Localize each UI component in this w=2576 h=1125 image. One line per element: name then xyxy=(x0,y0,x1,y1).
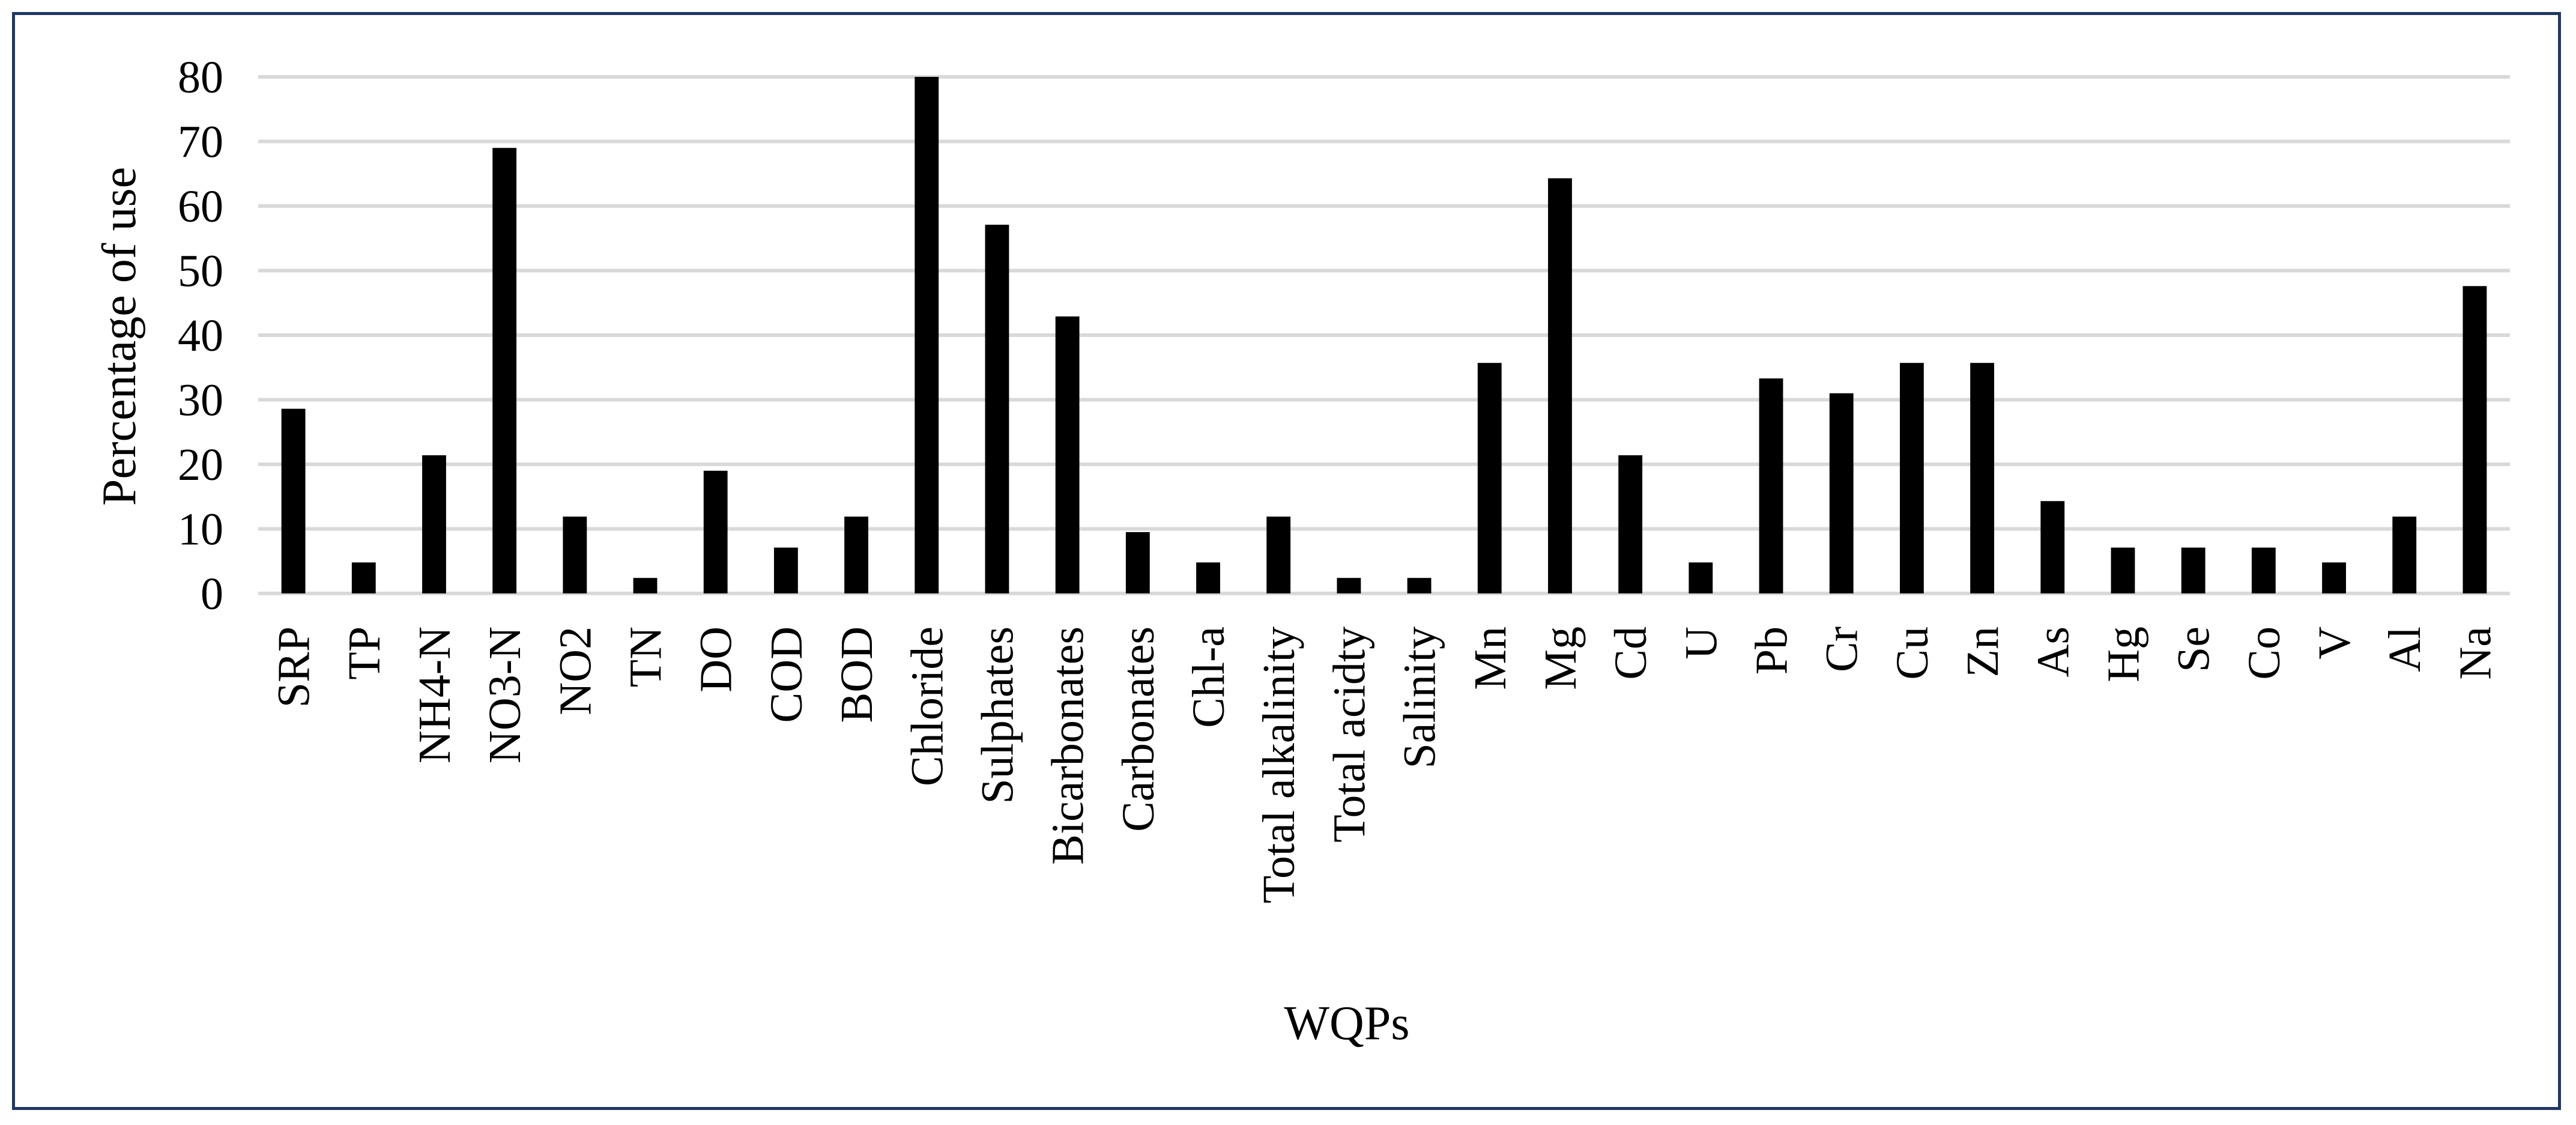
bar-mg xyxy=(1548,178,1572,593)
y-tick-labels: 0 10 20 30 40 50 60 70 80 xyxy=(178,52,223,619)
bar-na xyxy=(2463,286,2487,593)
bar-se xyxy=(2181,547,2206,593)
x-category-label: Chl-a xyxy=(1184,626,1234,728)
y-tick-label: 80 xyxy=(178,52,223,103)
bar-cd xyxy=(1618,455,1643,593)
bar-cu xyxy=(1899,363,1924,593)
y-tick-label: 70 xyxy=(178,117,223,168)
bar-al xyxy=(2392,517,2417,593)
bar-chl-a xyxy=(1196,562,1220,593)
x-category-label: Se xyxy=(2169,626,2219,672)
bar-srp xyxy=(281,408,306,593)
x-category-label: NO3-N xyxy=(480,626,530,763)
bar-no3-n xyxy=(492,148,517,593)
x-category-label: V xyxy=(2309,626,2360,660)
bar-no2 xyxy=(563,517,587,593)
x-category-label: Sulphates xyxy=(972,626,1023,804)
bar-cod xyxy=(773,547,798,593)
x-category-label: Total acidty xyxy=(1324,626,1374,843)
bar-sulphates xyxy=(985,225,1009,593)
bar-tn xyxy=(633,578,658,593)
x-category-label: As xyxy=(2028,626,2078,677)
bar-co xyxy=(2251,547,2276,593)
x-category-label: Bicarbonates xyxy=(1043,626,1093,865)
bar-zn xyxy=(1970,363,1995,593)
x-category-label: Cr xyxy=(1817,626,1867,672)
bar-total-acidty xyxy=(1337,578,1361,593)
x-category-label: NO2 xyxy=(550,626,600,715)
chart-frame: 0 10 20 30 40 50 60 70 80 SRP TP NH4-N NO3-N NO2 TN DO… xyxy=(12,12,2561,1110)
x-category-label: Al xyxy=(2380,626,2430,672)
y-tick-label: 0 xyxy=(201,569,223,619)
gridlines xyxy=(258,75,2510,595)
bar-mn xyxy=(1477,363,1502,593)
x-category-label: DO xyxy=(691,626,742,693)
bar-v xyxy=(2322,562,2346,593)
x-category-label: Na xyxy=(2450,626,2500,680)
bar-chart: 0 10 20 30 40 50 60 70 80 SRP TP NH4-N NO3-N NO2 TN DO… xyxy=(93,52,2510,1050)
bar-nh4-n xyxy=(422,455,446,593)
x-category-label: Hg xyxy=(2098,626,2148,682)
bars xyxy=(281,77,2487,593)
x-category-label: Pb xyxy=(1747,626,1797,675)
y-tick-label: 50 xyxy=(178,246,223,297)
y-tick-label: 60 xyxy=(178,181,223,232)
x-category-label: SRP xyxy=(269,626,319,708)
bar-u xyxy=(1689,562,1713,593)
x-category-label: Mn xyxy=(1465,626,1516,690)
x-category-label: TN xyxy=(621,626,671,687)
x-category-label: U xyxy=(1676,626,1726,660)
x-category-label: TP xyxy=(339,626,390,680)
bar-hg xyxy=(2111,547,2135,593)
bar-do xyxy=(703,470,728,593)
bar-total-alkalinity xyxy=(1266,517,1291,593)
bar-pb xyxy=(1759,378,1783,593)
x-category-label: Salinity xyxy=(1395,626,1445,768)
x-category-label: Carbonates xyxy=(1113,626,1164,832)
y-tick-label: 10 xyxy=(178,505,223,555)
bar-tp xyxy=(351,562,376,593)
bar-as xyxy=(2040,501,2065,593)
x-axis-title: WQPs xyxy=(1284,997,1410,1050)
x-category-labels: SRP TP NH4-N NO3-N NO2 TN DO COD BOD Chloride Sulp… xyxy=(269,626,2501,903)
bar-bod xyxy=(844,517,869,593)
x-category-label: COD xyxy=(761,626,812,723)
x-category-label: Total alkalinity xyxy=(1254,626,1304,903)
bar-chloride xyxy=(915,77,939,593)
bar-salinity xyxy=(1407,578,1432,593)
bar-cr xyxy=(1829,393,1854,593)
x-category-label: Co xyxy=(2239,626,2290,680)
y-axis-title: Percentage of use xyxy=(93,167,146,506)
x-category-label: BOD xyxy=(832,626,882,723)
bar-carbonates xyxy=(1125,532,1150,593)
x-category-label: Cd xyxy=(1606,626,1656,680)
y-tick-label: 40 xyxy=(178,311,223,361)
x-category-label: NH4-N xyxy=(410,626,460,763)
x-category-label: Cu xyxy=(1887,626,1938,680)
y-tick-label: 30 xyxy=(178,375,223,426)
x-category-label: Zn xyxy=(1958,626,2008,677)
bar-bicarbonates xyxy=(1055,316,1080,593)
y-tick-label: 20 xyxy=(178,440,223,490)
x-category-label: Mg xyxy=(1535,626,1586,690)
x-category-label: Chloride xyxy=(902,626,952,786)
